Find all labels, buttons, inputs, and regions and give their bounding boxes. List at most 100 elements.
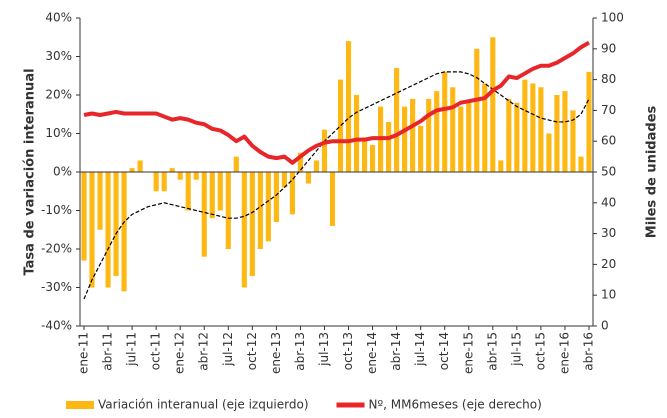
y2-tick-label: 20 — [601, 257, 616, 271]
bar — [386, 121, 392, 172]
y2-tick-label: 50 — [601, 165, 616, 179]
bar — [546, 133, 552, 172]
bar — [506, 98, 512, 172]
bar — [490, 37, 496, 172]
bar — [474, 48, 480, 172]
legend-swatch — [66, 401, 94, 409]
y2-tick-label: 80 — [601, 72, 616, 86]
bar — [370, 145, 376, 172]
bar — [514, 102, 520, 172]
x-tick-label: ene-13 — [269, 332, 283, 374]
x-tick-label: oct-15 — [533, 332, 547, 370]
y-tick-label: 20% — [45, 88, 72, 102]
y2-tick-label: 90 — [601, 41, 616, 55]
bar — [329, 172, 336, 226]
legend-label: Variación interanual (eje izquierdo) — [98, 398, 309, 412]
bar — [418, 125, 424, 172]
bar — [177, 172, 183, 180]
bar — [81, 172, 87, 261]
bar — [450, 87, 456, 172]
x-tick-label: jul-11 — [125, 332, 139, 367]
bar — [265, 172, 271, 242]
bar — [570, 110, 576, 172]
y2-axis-title: Miles de unidades — [645, 105, 660, 238]
bar — [562, 91, 568, 172]
bar — [482, 83, 488, 172]
y-tick-label: 30% — [45, 49, 72, 63]
y-tick-label: -40% — [41, 319, 72, 333]
bar — [209, 172, 215, 219]
y-tick-label: -20% — [41, 242, 72, 256]
x-tick-label: ene-16 — [557, 332, 571, 374]
x-tick-label: abr-11 — [101, 332, 115, 371]
y-tick-label: -10% — [41, 203, 72, 217]
bar — [410, 98, 416, 172]
y2-tick-label: 10 — [601, 288, 616, 302]
x-tick-label: abr-13 — [293, 332, 307, 371]
bar — [249, 172, 255, 276]
bar — [458, 106, 464, 172]
bar — [113, 172, 119, 276]
bar — [137, 160, 143, 172]
y-tick-label: 40% — [45, 11, 72, 25]
bar — [554, 95, 560, 172]
y-axis-title: Tasa de variación interanual — [23, 68, 38, 275]
bar — [225, 172, 231, 249]
y2-tick-label: 70 — [601, 103, 616, 117]
bar — [361, 137, 368, 172]
y-tick-label: 0% — [53, 165, 72, 179]
bar — [434, 91, 440, 172]
bar — [185, 172, 191, 211]
bar — [273, 172, 279, 223]
bar — [217, 172, 223, 211]
line — [83, 40, 590, 165]
bar — [297, 152, 303, 172]
bar — [105, 172, 111, 288]
bar — [466, 102, 472, 172]
bar — [321, 129, 328, 172]
bar — [233, 156, 239, 172]
bar — [337, 79, 344, 172]
bar — [257, 172, 263, 249]
bar — [305, 172, 312, 184]
bar — [578, 156, 584, 172]
x-tick-label: jul-13 — [317, 332, 331, 367]
bar — [426, 98, 432, 172]
x-tick-label: oct-14 — [437, 332, 451, 370]
y-tick-label: 10% — [45, 126, 72, 140]
x-tick-label: abr-14 — [389, 332, 403, 371]
x-tick-label: ene-11 — [77, 332, 91, 374]
x-tick-label: oct-12 — [245, 332, 259, 370]
x-tick-label: abr-12 — [197, 332, 211, 371]
x-tick-label: jul-12 — [221, 332, 235, 367]
x-tick-label: abr-15 — [485, 332, 499, 371]
y2-tick-label: 30 — [601, 226, 616, 240]
bar — [193, 172, 199, 180]
bar — [121, 172, 127, 292]
bar — [169, 168, 175, 172]
legend-label: Nº, MM6meses (eje derecho) — [369, 398, 542, 412]
x-tick-label: ene-15 — [461, 332, 475, 374]
bar — [89, 172, 95, 288]
bar — [353, 95, 360, 172]
y2-tick-label: 40 — [601, 195, 616, 209]
y-tick-label: -30% — [41, 280, 72, 294]
bar — [530, 83, 536, 172]
bar — [289, 172, 295, 215]
y2-tick-label: 100 — [601, 11, 624, 25]
trend-line — [83, 71, 590, 300]
bar — [313, 160, 320, 172]
bar — [402, 106, 408, 172]
bar — [394, 68, 400, 172]
bar — [241, 172, 247, 288]
bar — [201, 172, 207, 257]
bar — [97, 172, 103, 230]
x-tick-label: ene-14 — [365, 332, 379, 374]
bar — [442, 71, 448, 172]
bar — [498, 160, 504, 172]
y2-tick-label: 60 — [601, 134, 616, 148]
y2-tick-label: 0 — [601, 319, 609, 333]
bar — [345, 41, 352, 172]
x-tick-label: oct-13 — [341, 332, 355, 370]
